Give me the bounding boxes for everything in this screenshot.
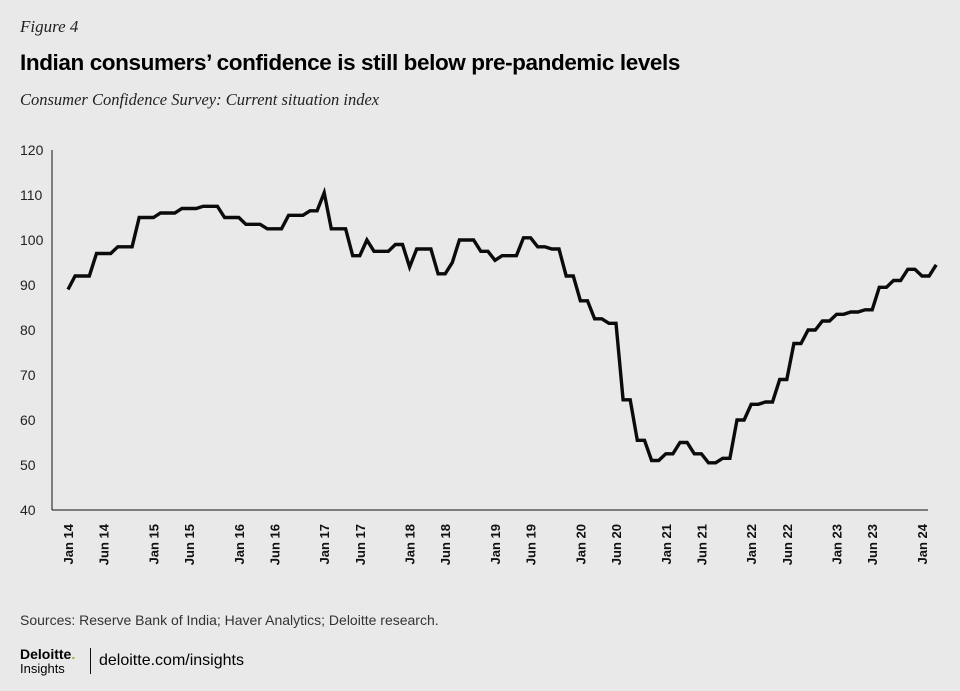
line-chart: 40 50 60 70 80 90 100 110 120 Jan 14 Jun 14 Jan 15… [20,142,938,565]
y-tick-label: 120 [20,142,44,158]
x-tick-label: Jun 18 [438,524,453,565]
y-tick-label: 80 [20,322,36,338]
series-layer [66,186,938,465]
y-tick-label: 100 [20,232,44,248]
x-tick-label: Jun 21 [694,524,709,565]
y-tick-label: 40 [20,502,36,518]
y-tick-label: 90 [20,277,36,293]
y-tick-label: 70 [20,367,36,383]
x-tick-label: Jan 17 [317,524,332,564]
y-tick-label: 110 [20,187,43,203]
brand-divider [90,648,91,674]
x-tick-label: Jan 18 [403,524,418,564]
brand-logo: Deloitte. [20,646,75,662]
series-line [66,186,938,465]
y-tick-label: 50 [20,457,36,473]
x-tick-label: Jan 23 [830,524,845,564]
x-tick-label: Jun 19 [524,524,539,565]
sources-note: Sources: Reserve Bank of India; Haver An… [20,612,439,628]
x-tick-label: Jun 22 [780,524,795,565]
x-tick-label: Jan 21 [659,524,674,564]
x-axis: Jan 14 Jun 14 Jan 15 Jun 15 Jan 16 Jun 16 Jan … [52,509,930,565]
x-tick-label: Jan 22 [744,524,759,564]
x-tick-label: Jan 20 [573,524,588,564]
figure-label: Figure 4 [20,17,79,36]
chart-title: Indian consumers’ confidence is still be… [20,50,681,75]
x-tick-label: Jan 19 [488,524,503,564]
brand-subtitle: Insights [20,661,65,676]
x-tick-label: Jun 14 [97,523,112,565]
x-tick-label: Jun 20 [609,524,624,565]
x-tick-label: Jun 15 [182,524,197,565]
chart-subtitle: Consumer Confidence Survey: Current situ… [20,90,380,109]
brand-dot: . [71,646,76,662]
y-tick-label: 60 [20,412,36,428]
y-axis: 40 50 60 70 80 90 100 110 120 [20,142,53,518]
brand-name: Deloitte [20,646,72,662]
x-tick-label: Jun 17 [353,524,368,565]
brand-url[interactable]: deloitte.com/insights [99,652,244,669]
x-tick-label: Jan 14 [61,523,76,564]
x-tick-label: Jan 24 [915,523,930,564]
x-tick-label: Jun 16 [267,524,282,565]
x-tick-label: Jan 15 [146,524,161,564]
x-tick-label: Jan 16 [232,524,247,564]
x-tick-label: Jun 23 [865,524,880,565]
